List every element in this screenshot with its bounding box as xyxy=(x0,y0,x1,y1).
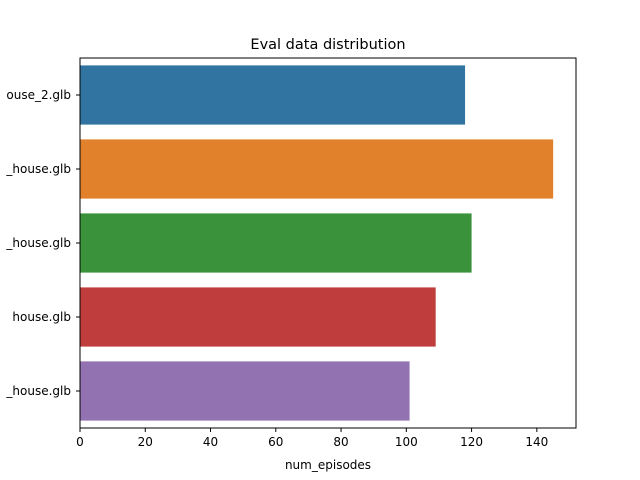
x-tick-label-4: 80 xyxy=(333,435,348,449)
x-tick-label-2: 40 xyxy=(203,435,218,449)
chart-title: Eval data distribution xyxy=(250,37,405,53)
bars-group xyxy=(80,65,554,421)
x-axis-label: num_episodes xyxy=(285,458,371,472)
x-tick-label-1: 20 xyxy=(138,435,153,449)
x-axis: 0 20 40 60 80 100 120 140 xyxy=(76,428,548,449)
x-tick-label-7: 140 xyxy=(525,435,548,449)
x-tick-label-3: 60 xyxy=(268,435,283,449)
y-tick-label-0: ouse_2.glb xyxy=(6,88,71,102)
y-tick-label-3: house.glb xyxy=(12,310,71,324)
plot-frame xyxy=(79,57,577,429)
y-tick-label-2: _house.glb xyxy=(5,236,71,250)
bar-3 xyxy=(80,287,436,347)
bar-0 xyxy=(80,65,466,125)
y-tick-label-4: _house.glb xyxy=(5,384,71,398)
bar-1 xyxy=(80,139,554,199)
x-tick-label-5: 100 xyxy=(395,435,418,449)
x-tick-label-0: 0 xyxy=(76,435,84,449)
y-tick-label-1: _house.glb xyxy=(5,162,71,176)
y-axis: ouse_2.glb _house.glb _house.glb house.glb _… xyxy=(5,88,80,398)
bar-4 xyxy=(80,361,410,421)
x-tick-label-6: 120 xyxy=(460,435,483,449)
bar-2 xyxy=(80,213,472,273)
